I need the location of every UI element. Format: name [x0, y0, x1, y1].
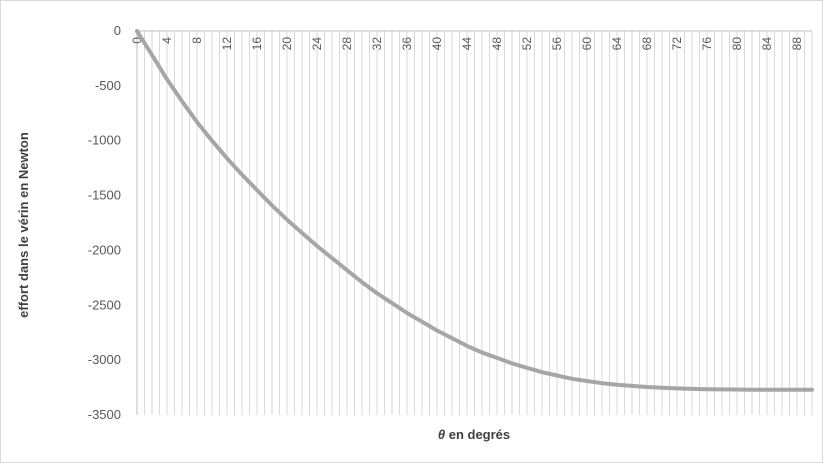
x-tick-label: 44: [460, 37, 474, 51]
x-tick-label: 56: [550, 37, 564, 51]
x-tick-label: 24: [310, 37, 324, 51]
x-tick-label: 16: [250, 37, 264, 51]
y-tick-label: -500: [95, 78, 121, 93]
series-layer: [135, 29, 814, 392]
y-tick-label: -2000: [88, 242, 121, 257]
x-tick-label: 52: [520, 37, 534, 51]
y-tick-label: -1500: [88, 188, 121, 203]
y-tick-label: -3000: [88, 352, 121, 367]
axes: [136, 30, 812, 415]
series-line: [135, 29, 814, 392]
y-tick-label: -3500: [88, 407, 121, 422]
x-axis-label-text: en degrés: [445, 427, 510, 442]
y-tick-label: -1000: [88, 133, 121, 148]
x-axis-label: θ en degrés: [438, 427, 510, 442]
y-tick-label: -2500: [88, 297, 121, 312]
x-tick-label: 36: [400, 37, 414, 51]
x-tick-label: 60: [580, 37, 594, 51]
y-axis-tick-labels: 0 -500 -1000 -1500 -2000 -2500 -3000 -3500: [88, 23, 121, 422]
x-tick-label: 80: [730, 37, 744, 51]
x-tick-label: 88: [790, 37, 804, 51]
x-tick-label: 4: [160, 37, 174, 44]
vertical-gridlines: [144, 31, 813, 415]
y-tick-label: 0: [114, 23, 121, 38]
x-axis-tick-labels: 0 4 8 12 16 20 24 28 32 36 40 44 48 52 56 60 64 68 72 76 80 8…: [130, 37, 804, 51]
x-tick-label: 12: [220, 37, 234, 51]
x-axis-label-symbol: θ: [438, 427, 445, 442]
x-tick-label: 28: [340, 37, 354, 51]
x-tick-label: 40: [430, 37, 444, 51]
y-axis-label: effort dans le vérin en Newton: [16, 132, 31, 318]
x-tick-label: 8: [190, 37, 204, 44]
x-tick-label: 68: [640, 37, 654, 51]
x-tick-label: 72: [670, 37, 684, 51]
x-tick-label: 84: [760, 37, 774, 51]
x-tick-label: 76: [700, 37, 714, 51]
x-tick-label: 64: [610, 37, 624, 51]
x-tick-label: 20: [280, 37, 294, 51]
x-tick-label: 0: [130, 37, 144, 44]
x-tick-label: 48: [490, 37, 504, 51]
x-tick-label: 32: [370, 37, 384, 51]
